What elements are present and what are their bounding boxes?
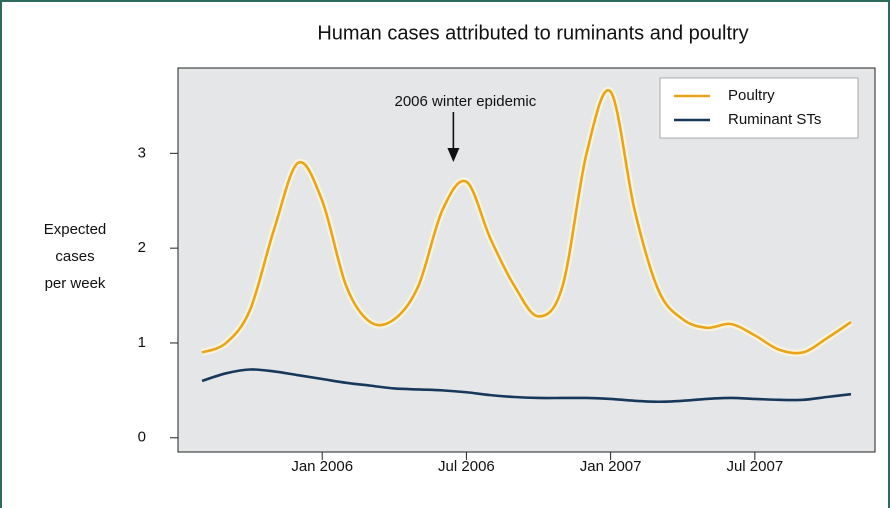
- y-tick-label: 1: [138, 334, 146, 351]
- y-axis-label: Expected cases per week: [44, 221, 107, 292]
- x-tick-label: Jul 2006: [438, 458, 495, 475]
- y-axis-label-line: per week: [45, 275, 106, 292]
- annotation: 2006 winter epidemic: [395, 93, 537, 110]
- x-tick-label: Jan 2007: [580, 458, 642, 475]
- y-tick-label: 2: [138, 239, 146, 256]
- y-axis-label-line: cases: [55, 248, 94, 265]
- line: [201, 88, 852, 355]
- legend-label: Poultry: [728, 87, 775, 104]
- x-tick-label: Jan 2006: [291, 458, 353, 475]
- legend-box: [659, 77, 859, 139]
- y-axis-label-line: Expected: [44, 221, 107, 238]
- y-tick-label: 3: [138, 144, 146, 161]
- line: [201, 368, 852, 404]
- chart-title: Human cases attributed to ruminants and …: [317, 22, 748, 44]
- x-tick-label: Jul 2007: [726, 458, 783, 475]
- y-tick-label: 0: [138, 429, 146, 446]
- annotation-arrowhead: [447, 148, 460, 162]
- legend-label: Ruminant STs: [728, 111, 821, 128]
